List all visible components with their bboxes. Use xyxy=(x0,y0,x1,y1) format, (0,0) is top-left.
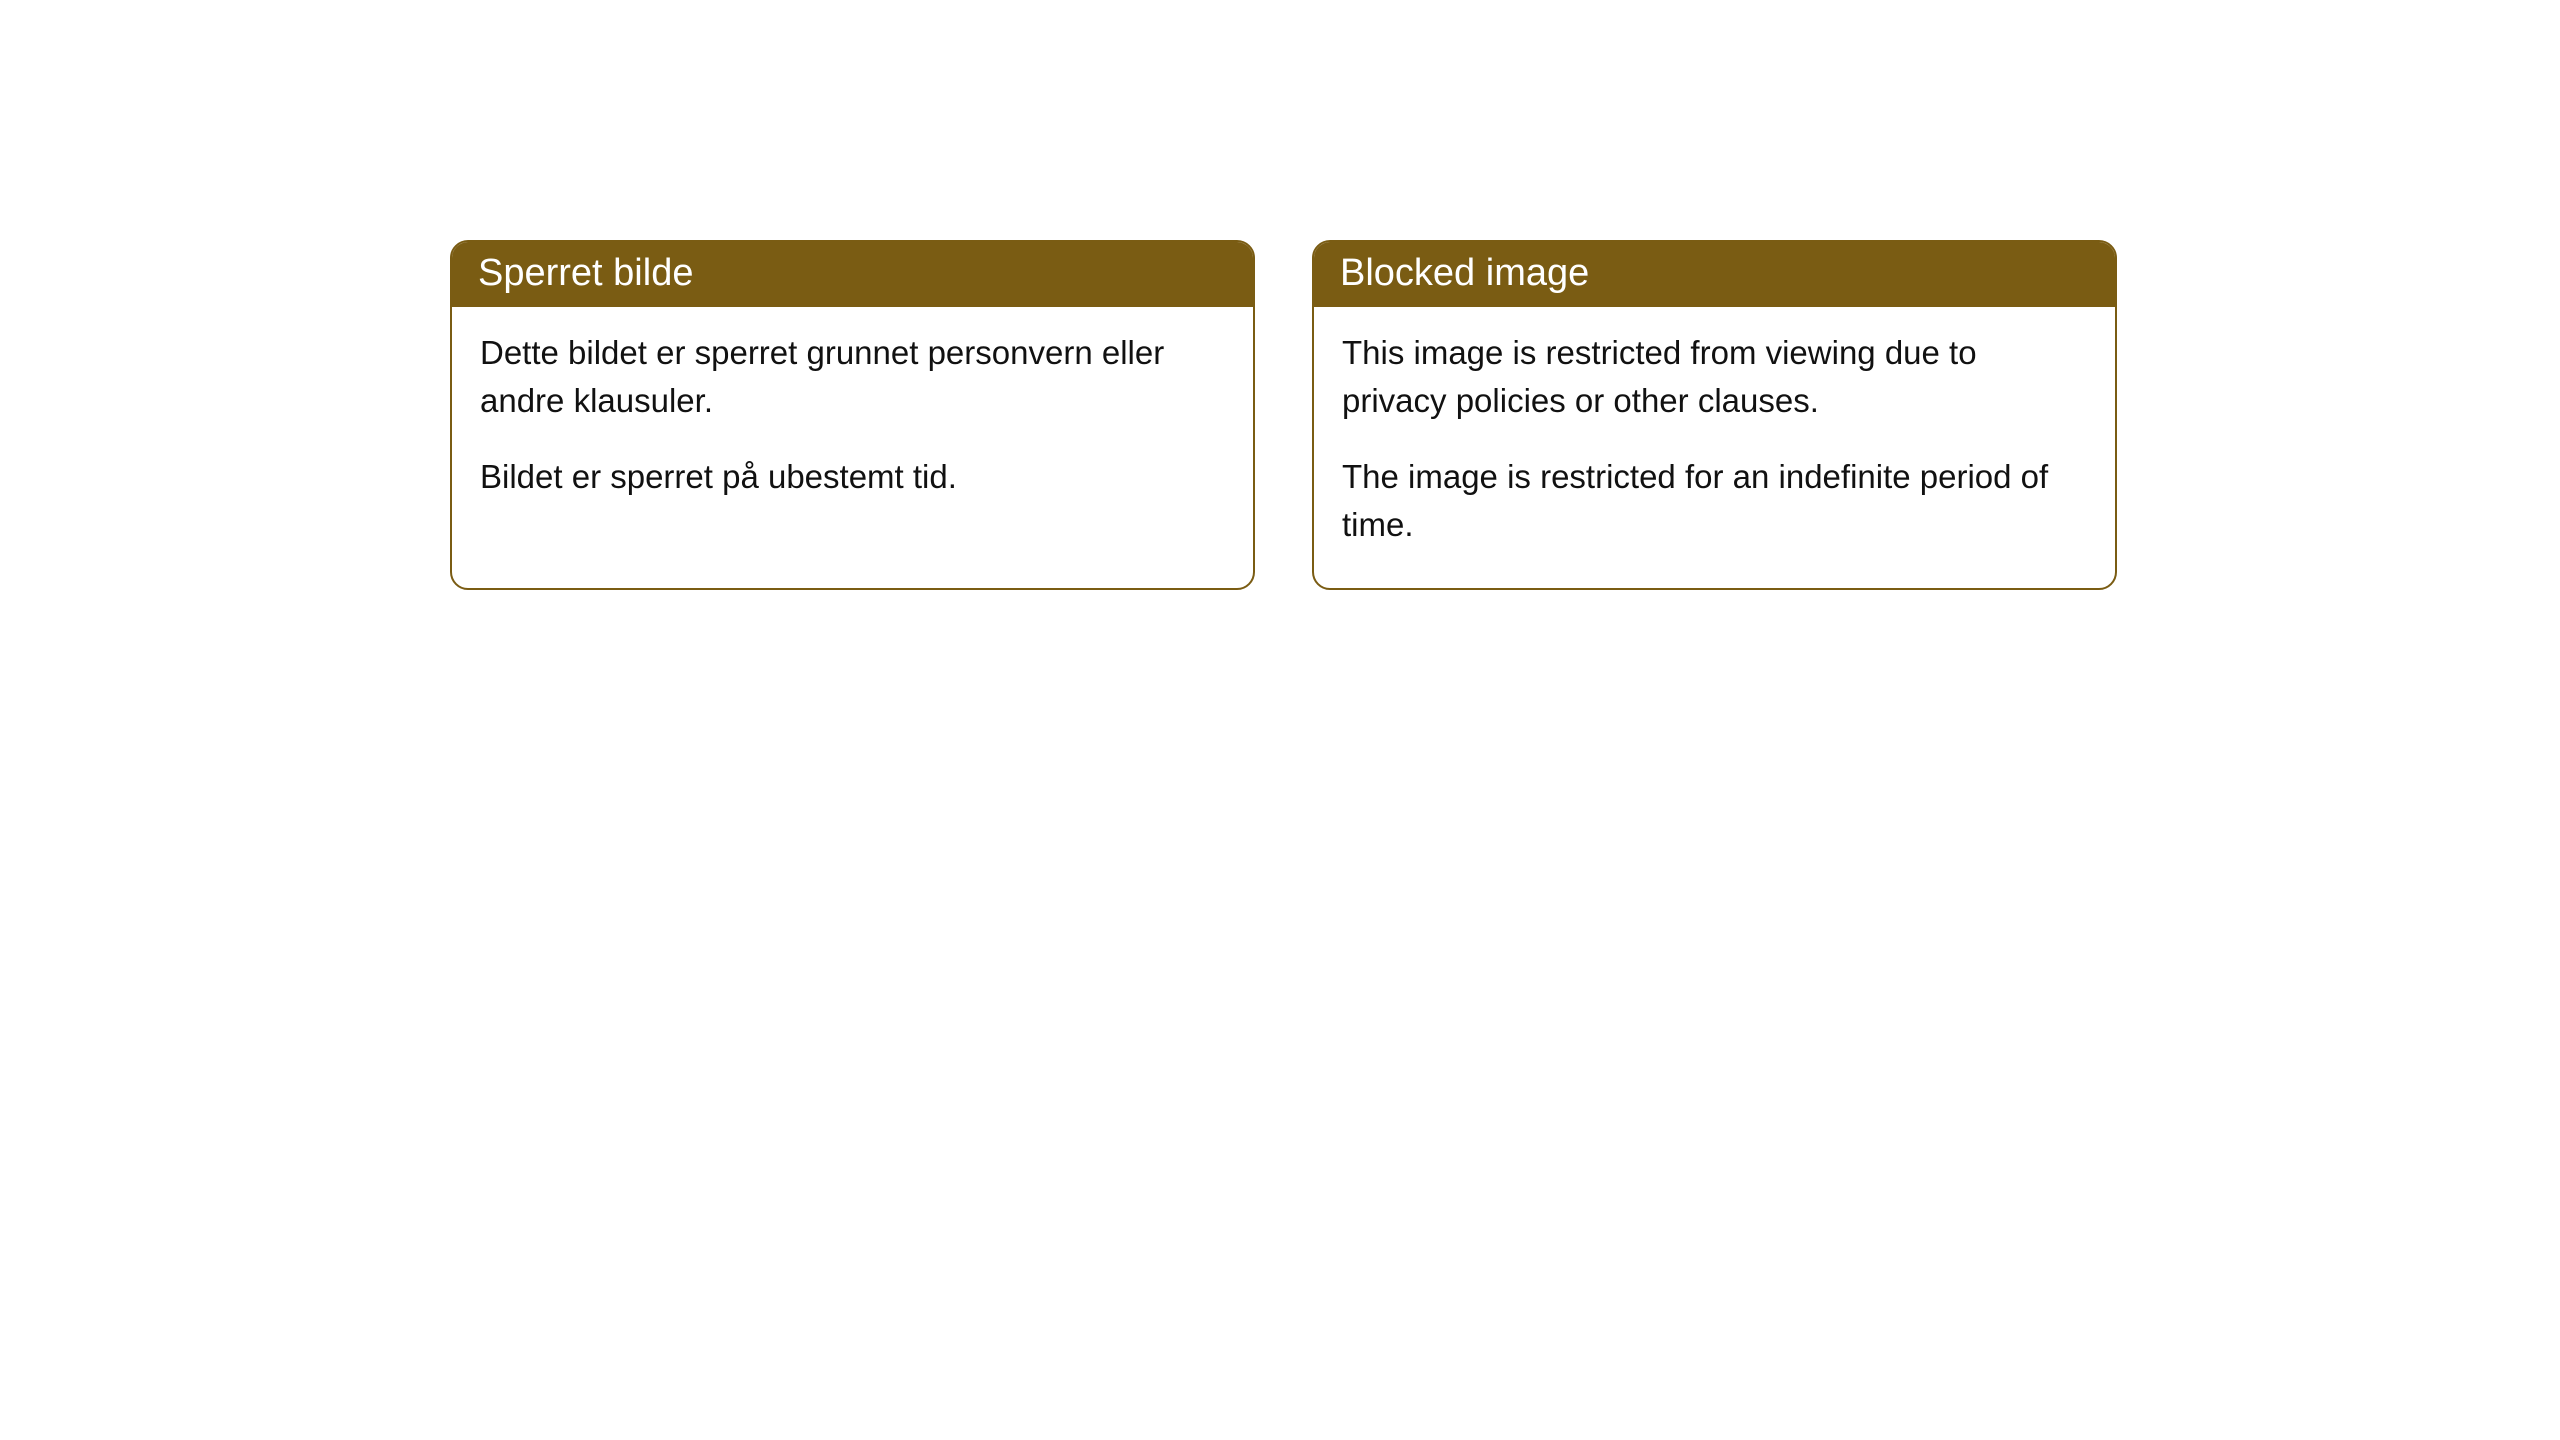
card-title: Sperret bilde xyxy=(478,252,693,294)
notice-cards-container: Sperret bilde Dette bildet er sperret gr… xyxy=(450,240,2560,590)
card-header-norwegian: Sperret bilde xyxy=(452,242,1253,307)
notice-card-norwegian: Sperret bilde Dette bildet er sperret gr… xyxy=(450,240,1255,590)
card-paragraph: Dette bildet er sperret grunnet personve… xyxy=(480,329,1225,425)
card-paragraph: This image is restricted from viewing du… xyxy=(1342,329,2087,425)
card-header-english: Blocked image xyxy=(1314,242,2115,307)
card-title: Blocked image xyxy=(1340,252,1589,294)
card-body-english: This image is restricted from viewing du… xyxy=(1314,307,2115,588)
card-paragraph: Bildet er sperret på ubestemt tid. xyxy=(480,453,1225,501)
notice-card-english: Blocked image This image is restricted f… xyxy=(1312,240,2117,590)
card-body-norwegian: Dette bildet er sperret grunnet personve… xyxy=(452,307,1253,541)
card-paragraph: The image is restricted for an indefinit… xyxy=(1342,453,2087,549)
